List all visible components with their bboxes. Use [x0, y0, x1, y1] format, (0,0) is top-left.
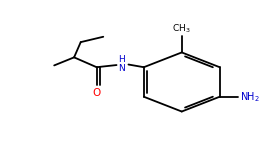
Text: CH$_3$: CH$_3$: [172, 23, 191, 35]
Text: N: N: [118, 64, 124, 73]
Text: O: O: [92, 88, 101, 98]
Text: NH$_2$: NH$_2$: [240, 90, 259, 104]
Text: H: H: [118, 55, 124, 64]
